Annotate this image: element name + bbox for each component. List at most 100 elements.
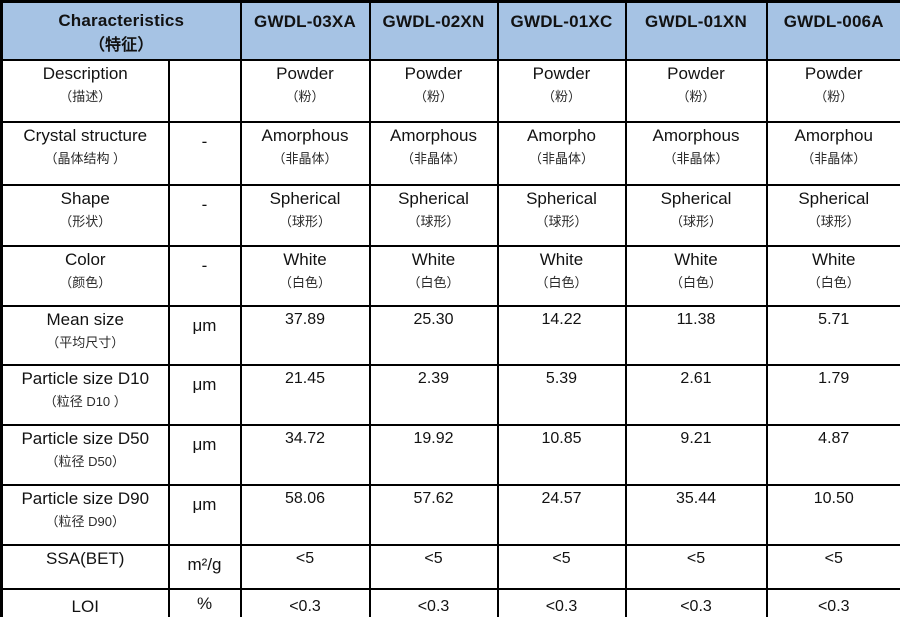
cell-text-zh: （球形） bbox=[669, 213, 722, 229]
cell-value: <5 bbox=[686, 549, 706, 567]
cell-gwdl-01xn: 2.61 bbox=[624, 363, 768, 426]
cell-gwdl-02xn: 25.30 bbox=[368, 304, 499, 366]
row-unit: % bbox=[167, 587, 242, 617]
cell-gwdl-03xa: <5 bbox=[239, 543, 371, 590]
cell-gwdl-01xc: Spherical （球形） bbox=[496, 183, 627, 247]
cell-gwdl-02xn: 19.92 bbox=[368, 423, 499, 486]
row-label-en: Shape bbox=[60, 188, 110, 208]
cell-gwdl-03xa: Spherical （球形） bbox=[239, 183, 371, 247]
cell-value: 14.22 bbox=[541, 310, 582, 328]
cell-gwdl-01xn: 9.21 bbox=[624, 423, 768, 486]
cell-value: 5.71 bbox=[818, 310, 850, 328]
cell-text-zh: （白色） bbox=[407, 274, 460, 290]
cell-gwdl-02xn: Amorphous （非晶体） bbox=[368, 120, 499, 186]
row-particle-size-d90: Particle size D90 （粒径 D90） μm 58.06 57.6… bbox=[0, 483, 900, 546]
cell-gwdl-01xn: <5 bbox=[624, 543, 768, 590]
cell-value: <0.3 bbox=[545, 597, 578, 615]
cell-text-zh: （非晶体） bbox=[528, 150, 594, 166]
cell-value: 25.30 bbox=[413, 310, 454, 328]
row-mean-size: Mean size （平均尺寸） μm 37.89 25.30 14.22 11… bbox=[0, 304, 900, 366]
row-label: LOI bbox=[0, 587, 170, 617]
cell-text-zh: （白色） bbox=[807, 274, 860, 290]
cell-text-zh: （粉） bbox=[541, 88, 581, 104]
characteristics-header-cell: Characteristics （特征） bbox=[0, 0, 242, 61]
cell-value: <5 bbox=[824, 549, 843, 567]
row-label-zh: （描述） bbox=[59, 88, 112, 104]
row-label: Crystal structure （晶体结构 ） bbox=[0, 120, 170, 186]
row-description: Description （描述） Powder （粉） Powder （粉） Pow… bbox=[0, 58, 900, 123]
row-label-zh: （粒径 D50） bbox=[45, 453, 125, 469]
cell-text: Amorphous bbox=[261, 125, 349, 145]
cell-text: White bbox=[411, 249, 456, 269]
row-unit: μm bbox=[167, 423, 242, 486]
column-header-gwdl-02xn: GWDL-02XN bbox=[368, 0, 499, 61]
row-ssa-bet: SSA(BET) m²/g <5 <5 <5 <5 <5 bbox=[0, 543, 900, 590]
row-label: Description （描述） bbox=[0, 58, 170, 123]
cell-gwdl-01xn: White （白色） bbox=[624, 244, 768, 307]
cell-value: 58.06 bbox=[284, 489, 326, 507]
row-label-en: SSA(BET) bbox=[46, 548, 125, 568]
cell-value: 1.79 bbox=[818, 369, 850, 387]
column-header-gwdl-01xc: GWDL-01XC bbox=[496, 0, 627, 61]
cell-text: Powder bbox=[404, 63, 463, 83]
cell-text: Spherical bbox=[526, 188, 597, 208]
row-unit: - bbox=[167, 120, 242, 186]
row-label: Particle size D90 （粒径 D90） bbox=[0, 483, 170, 546]
row-label: Shape （形状） bbox=[0, 183, 170, 247]
cell-value: 34.72 bbox=[284, 429, 326, 447]
cell-gwdl-01xc: White （白色） bbox=[496, 244, 627, 307]
cell-gwdl-02xn: Spherical （球形） bbox=[368, 183, 499, 247]
row-label-zh: （形状） bbox=[59, 213, 112, 229]
cell-gwdl-01xc: <0.3 bbox=[496, 587, 627, 617]
row-crystal-structure: Crystal structure （晶体结构 ） - Amorphous （非晶… bbox=[0, 120, 900, 186]
row-label: Color （颜色） bbox=[0, 244, 170, 307]
cell-text: White bbox=[283, 249, 327, 269]
cell-gwdl-006a: Powder （粉） bbox=[765, 58, 900, 123]
cell-value: 2.39 bbox=[417, 369, 450, 387]
cell-gwdl-03xa: 21.45 bbox=[239, 363, 371, 426]
cell-value: 5.39 bbox=[545, 369, 578, 387]
cell-text-zh: （粉） bbox=[676, 88, 716, 104]
cell-text: Amorpho bbox=[527, 125, 596, 145]
cell-gwdl-02xn: 57.62 bbox=[368, 483, 499, 546]
row-label-zh: （粒径 D90） bbox=[45, 513, 125, 529]
cell-gwdl-01xc: 14.22 bbox=[496, 304, 627, 366]
cell-text: Spherical bbox=[798, 188, 870, 208]
cell-value: 21.45 bbox=[284, 369, 326, 387]
cell-value: 10.85 bbox=[541, 429, 582, 447]
row-label-zh: （平均尺寸） bbox=[46, 334, 125, 350]
row-shape: Shape （形状） - Spherical （球形） Spherical （球形）… bbox=[0, 183, 900, 247]
row-particle-size-d10: Particle size D10 （粒径 D10 ） μm 21.45 2.3… bbox=[0, 363, 900, 426]
cell-gwdl-006a: 1.79 bbox=[765, 363, 900, 426]
cell-text-zh: （粉） bbox=[814, 88, 854, 104]
row-unit: - bbox=[167, 183, 242, 247]
cell-value: <0.3 bbox=[289, 597, 321, 615]
cell-gwdl-02xn: White （白色） bbox=[368, 244, 499, 307]
column-header-gwdl-03xa: GWDL-03XA bbox=[239, 0, 371, 61]
cell-text: White bbox=[812, 249, 856, 269]
cell-text-zh: （非晶体） bbox=[801, 150, 867, 166]
cell-value: <0.3 bbox=[417, 597, 450, 615]
cell-text-zh: （球形） bbox=[807, 213, 860, 229]
cell-gwdl-01xn: 35.44 bbox=[624, 483, 768, 546]
header-row: Characteristics （特征） GWDL-03XA GWDL-02XN… bbox=[0, 0, 900, 61]
cell-gwdl-01xn: 11.38 bbox=[624, 304, 768, 366]
cell-gwdl-02xn: Powder （粉） bbox=[368, 58, 499, 123]
column-header-gwdl-01xn: GWDL-01XN bbox=[624, 0, 768, 61]
row-unit: μm bbox=[167, 304, 242, 366]
row-unit: - bbox=[167, 244, 242, 307]
row-loi: LOI % <0.3 <0.3 <0.3 <0.3 <0.3 bbox=[0, 587, 900, 617]
row-label: SSA(BET) bbox=[0, 543, 170, 590]
row-label-en: Particle size D50 bbox=[21, 428, 150, 448]
cell-text: Powder bbox=[804, 63, 863, 83]
cell-gwdl-02xn: <5 bbox=[368, 543, 499, 590]
row-label: Particle size D10 （粒径 D10 ） bbox=[0, 363, 170, 426]
cell-gwdl-006a: Amorphou （非晶体） bbox=[765, 120, 900, 186]
row-label-zh: （颜色） bbox=[59, 274, 112, 290]
cell-gwdl-01xc: <5 bbox=[496, 543, 627, 590]
cell-text: Powder bbox=[532, 63, 591, 83]
cell-gwdl-01xc: Amorpho （非晶体） bbox=[496, 120, 627, 186]
row-label: Particle size D50 （粒径 D50） bbox=[0, 423, 170, 486]
cell-value: 2.61 bbox=[680, 369, 712, 387]
